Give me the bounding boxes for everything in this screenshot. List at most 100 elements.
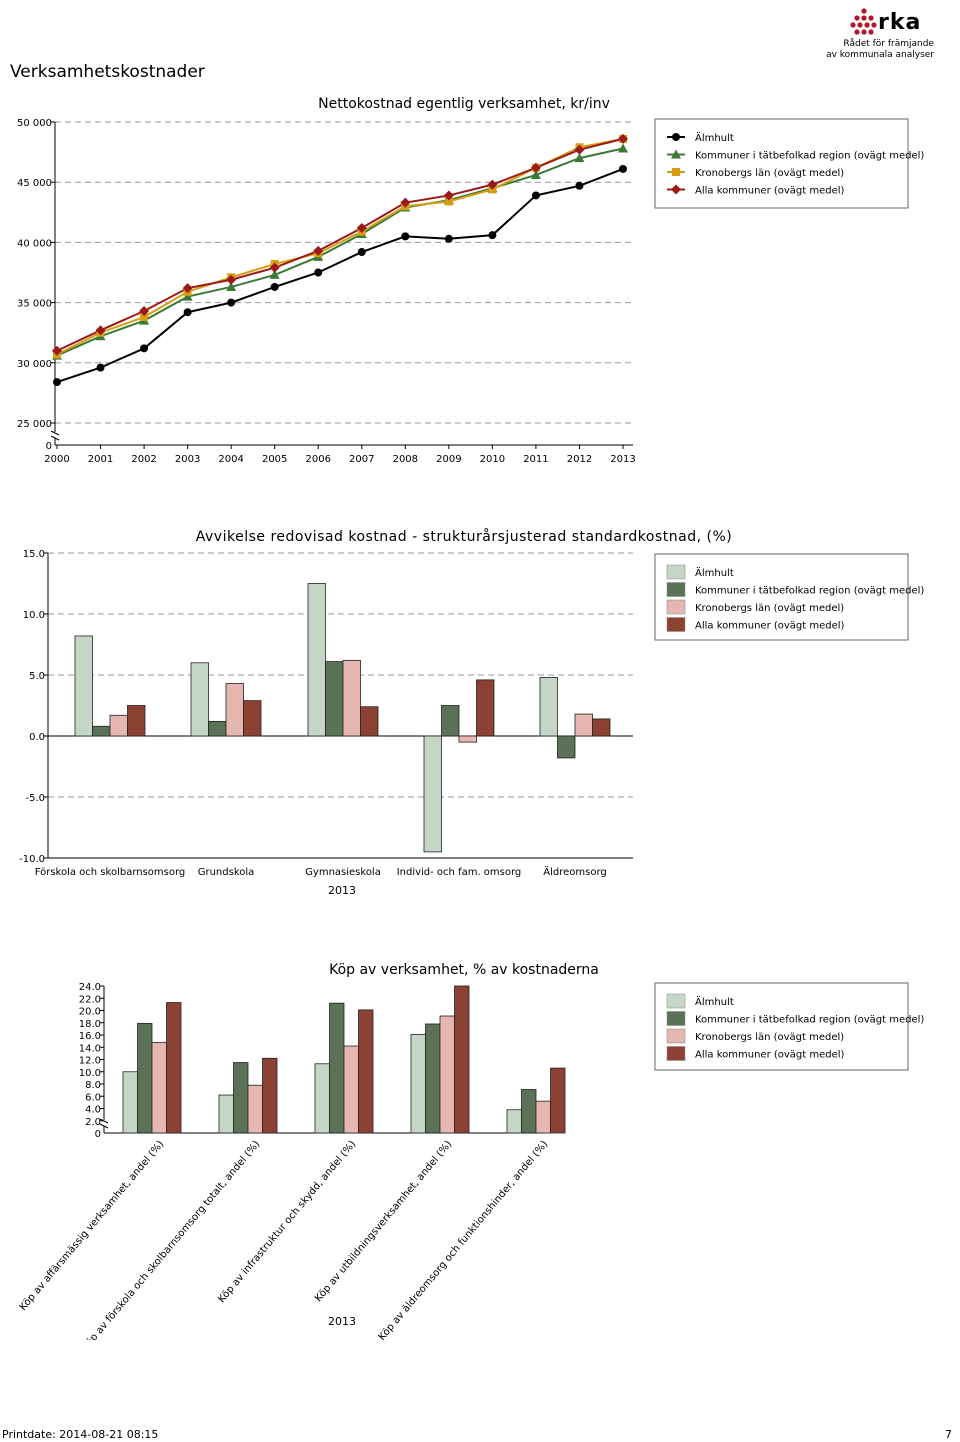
bar-s3-c2: [358, 1009, 374, 1134]
legend-swatch-2: [666, 599, 686, 615]
bar-s0-c4: [506, 1109, 522, 1134]
legend-swatch-3: [666, 617, 686, 632]
bar-s1-c4: [521, 1089, 537, 1134]
point-s3-5: [269, 262, 280, 273]
print-date: Printdate: 2014-08-21 08:15: [2, 1428, 159, 1441]
y-tick-label-9: 18.0: [79, 1019, 101, 1030]
point-s3-9: [443, 190, 454, 201]
point-s0-9: [444, 234, 453, 243]
legend-box-3: [654, 982, 909, 1071]
y-tick-label-7: 14.0: [79, 1043, 101, 1054]
bar-s1-c3: [425, 1023, 441, 1134]
bar-chart-kop-av-verksamhet: Köp av verksamhet, % av kostnaderna 02.04…: [18, 962, 925, 1340]
legend-label-2: Kronobergs län (ovägt medel): [695, 168, 844, 179]
y-tick-label-4: 45 000: [17, 178, 52, 189]
legend-swatch-0: [666, 993, 686, 1009]
bar-s1-c3: [441, 705, 460, 737]
bar-s3-c4: [550, 1067, 566, 1134]
series-line-1: [56, 147, 624, 357]
legend-box-2: [654, 553, 909, 641]
y-tick-label-4: 8.0: [85, 1080, 101, 1091]
bar-s2-c2: [342, 659, 361, 737]
bar-s0-c1: [190, 662, 209, 737]
y-tick-label-0: -10.0: [19, 854, 45, 865]
bar-s2-c1: [247, 1084, 263, 1134]
y-tick-label-3: 5.0: [29, 671, 45, 682]
bar-s3-c1: [243, 700, 262, 737]
legend-label-1: Kommuner i tätbefolkad region (ovägt med…: [695, 1015, 924, 1026]
chart-title: Nettokostnad egentlig verksamhet, kr/inv: [318, 96, 610, 112]
bar-s0-c0: [74, 635, 93, 737]
point-s1-4: [226, 281, 237, 291]
bar-s1-c4: [557, 735, 576, 759]
point-s3-0: [52, 345, 62, 356]
legend-label-3: Alla kommuner (ovägt medel): [695, 621, 845, 632]
point-s3-13: [618, 133, 628, 144]
point-s1-12: [574, 153, 585, 163]
bar-s1-c1: [233, 1062, 249, 1134]
point-s3-7: [356, 222, 367, 233]
point-s0-12: [575, 181, 584, 190]
bar-s3-c2: [360, 706, 379, 737]
point-s3-4: [226, 274, 237, 285]
y-tick-label-8: 16.0: [79, 1031, 101, 1042]
x-tick-label-6: 2006: [306, 454, 331, 465]
legend-swatch-0: [666, 564, 686, 580]
bar-s2-c2: [343, 1045, 359, 1134]
category-label-0: Förskola och skolbarnsomsorg: [35, 867, 186, 878]
x-tick-label-2: 2002: [131, 454, 156, 465]
point-s3-8: [400, 197, 411, 208]
legend-swatch-1: [666, 1011, 686, 1026]
series-line-0: [56, 168, 624, 384]
bar-s0-c1: [218, 1094, 234, 1134]
legend-swatch-1: [666, 582, 686, 597]
y-tick-label-12: 24.0: [79, 982, 101, 993]
bar-s3-c3: [476, 679, 495, 737]
series-line-3: [56, 137, 624, 352]
y-tick-label-6: 12.0: [79, 1056, 101, 1067]
bar-s2-c3: [439, 1015, 455, 1134]
point-s0-8: [401, 232, 410, 241]
y-tick-label-0: 25 000: [17, 419, 52, 430]
legend-label-1: Kommuner i tätbefolkad region (ovägt med…: [695, 586, 924, 597]
x-tick-label-5: 2005: [262, 454, 287, 465]
y-tick-label-3: 6.0: [85, 1092, 101, 1103]
point-s3-3: [182, 283, 193, 294]
bar-s2-c4: [535, 1100, 551, 1134]
category-label-2: Gymnasieskola: [305, 867, 381, 878]
bar-s0-c4: [539, 677, 558, 737]
x-tick-label-1: 2001: [88, 454, 113, 465]
bar-s2-c3: [458, 735, 477, 743]
legend-label-2: Kronobergs län (ovägt medel): [695, 603, 844, 614]
page-title: Verksamhetskostnader: [10, 62, 205, 82]
y-tick-label-1: -5.0: [25, 793, 45, 804]
point-s0-4: [227, 298, 236, 307]
legend-marker-3: [671, 184, 681, 195]
point-s1-5: [269, 269, 280, 279]
y-tick-label-2: 35 000: [17, 299, 52, 310]
y-tick-label-0: 0: [95, 1129, 101, 1140]
bar-s3-c4: [592, 718, 611, 737]
legend-label-3: Alla kommuner (ovägt medel): [695, 186, 845, 197]
y-tick-label-5: 50 000: [17, 118, 52, 129]
bar-s3-c3: [454, 985, 470, 1134]
logo-tagline-2: av kommunala analyser: [826, 50, 934, 60]
logo-text: rka: [878, 10, 922, 35]
legend-marker-2: [672, 168, 680, 176]
bar-s0-c2: [314, 1063, 330, 1134]
bar-s1-c0: [137, 1022, 153, 1134]
chart-title: Avvikelse redovisad kostnad - strukturår…: [196, 528, 732, 545]
bar-chart-avvikelse: Avvikelse redovisad kostnad - strukturår…: [19, 528, 924, 897]
y-tick-label-5: 15.0: [23, 549, 45, 560]
category-label-1: Köp av förskola och skolbarnsomsorg tota…: [80, 1139, 262, 1340]
category-label-3: Individ- och fam. omsorg: [397, 867, 522, 878]
page-number: 7: [945, 1428, 952, 1441]
bar-s2-c0: [151, 1041, 167, 1134]
y-tick-label-3: 40 000: [17, 238, 52, 249]
x-tick-label-9: 2009: [436, 454, 461, 465]
legend-marker-0: [672, 133, 680, 141]
point-s0-7: [357, 248, 366, 257]
bar-s0-c3: [423, 735, 442, 853]
point-s3-12: [574, 144, 585, 155]
point-s0-3: [183, 308, 192, 317]
